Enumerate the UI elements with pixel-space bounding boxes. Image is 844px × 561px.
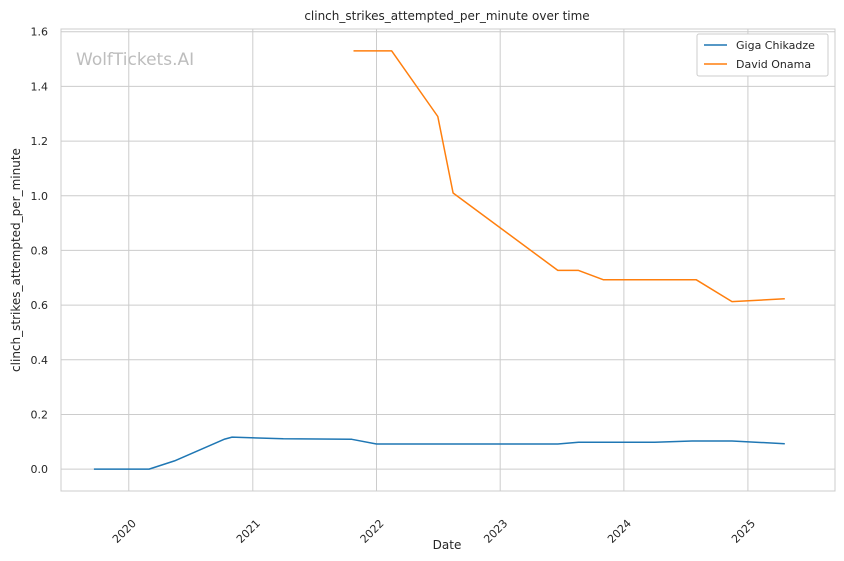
series-line-giga-chikadze (93, 436, 785, 470)
legend-label-giga-chikadze: Giga Chikadze (736, 39, 815, 52)
y-tick-label: 1.0 (31, 190, 49, 203)
series-line-david-onama (353, 50, 785, 303)
watermark: WolfTickets.AI (76, 50, 194, 70)
y-axis-title: clinch_strikes_attempted_per_minute (9, 148, 23, 372)
series-layer (93, 50, 785, 470)
legend-label-david-onama: David Onama (736, 58, 811, 71)
legend-frame (696, 33, 829, 77)
y-tick-label: 0.6 (31, 299, 49, 312)
y-tick-label: 0.8 (31, 244, 49, 257)
y-tick-label: 1.2 (31, 135, 49, 148)
x-axis-title: Date (433, 538, 462, 552)
legend: Giga Chikadze David Onama (696, 33, 829, 77)
y-tick-label: 0.4 (31, 354, 49, 367)
y-tick-label: 0.0 (31, 463, 49, 476)
y-tick-label: 1.6 (31, 26, 49, 39)
y-tick-label: 0.2 (31, 408, 49, 421)
chart-title: clinch_strikes_attempted_per_minute over… (304, 9, 589, 23)
plot-area-border (60, 28, 836, 492)
grid-layer (61, 29, 835, 491)
y-tick-label: 1.4 (31, 80, 49, 93)
